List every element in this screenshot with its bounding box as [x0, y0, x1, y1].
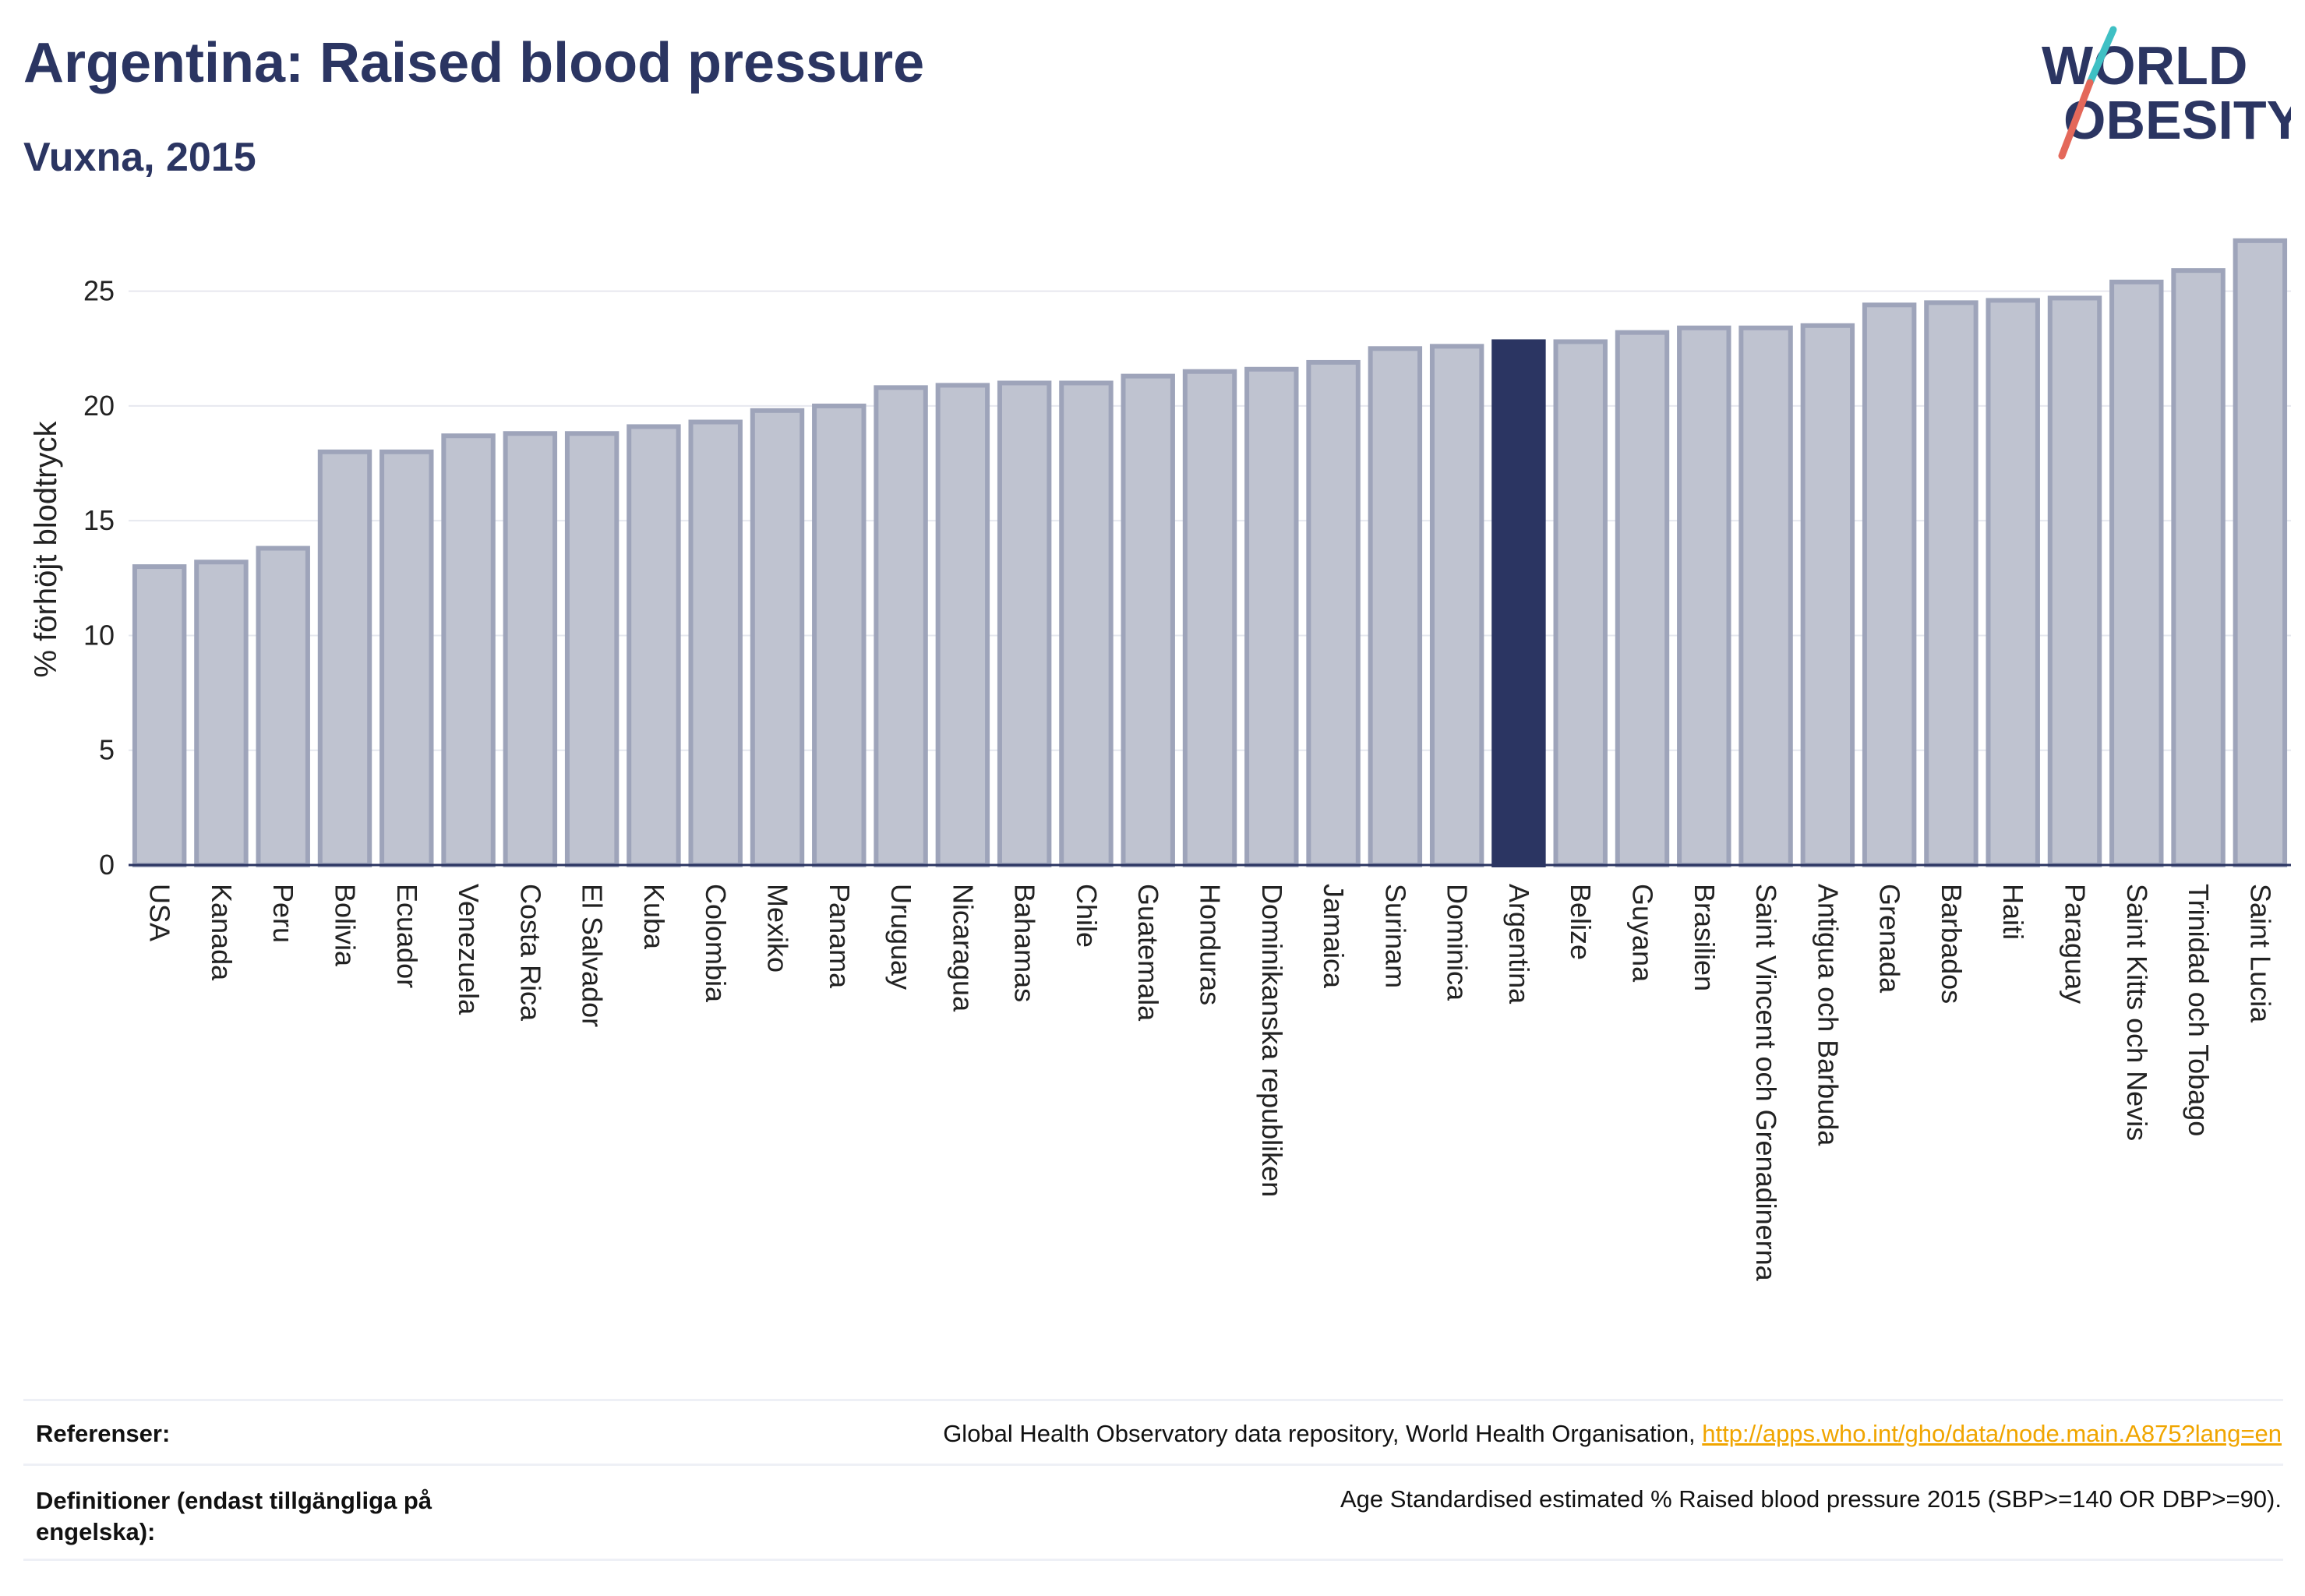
bar-kanada [194, 560, 249, 867]
x-tick-label: Kuba [638, 884, 670, 950]
page-title: Argentina: Raised blood pressure [23, 32, 925, 94]
footer-divider-middle [23, 1464, 2283, 1466]
bar-argentina [1491, 339, 1546, 868]
bar-saint-lucia [2233, 238, 2288, 867]
bars [132, 238, 2288, 868]
definitions-label: Definitioner (endast tillgängliga på eng… [36, 1487, 432, 1545]
x-tick-label: Guyana [1627, 884, 1659, 983]
bar-jamaica [1306, 359, 1361, 868]
y-tick-label: 25 [83, 275, 115, 307]
bar-venezuela [441, 433, 496, 867]
x-tick-label: Dominica [1442, 884, 1474, 1001]
x-tick-label: Colombia [700, 884, 732, 1003]
y-tick-label: 20 [83, 390, 115, 422]
references-text: Global Health Observatory data repositor… [943, 1420, 2282, 1448]
logo-line-2: OBESITY [2063, 90, 2291, 150]
bar-panama [812, 403, 867, 867]
references-link[interactable]: http://apps.who.int/gho/data/node.main.A… [1702, 1420, 2282, 1447]
y-tick-label: 10 [83, 619, 115, 651]
y-tick-label: 0 [99, 849, 115, 881]
x-tick-label: Uruguay [885, 884, 917, 990]
x-tick-label: Chile [1071, 884, 1103, 948]
bar-trinidad-och-tobago [2171, 268, 2226, 867]
x-tick-label: Bahamas [1009, 884, 1041, 1002]
bar-chart: 0 5 10 15 20 25 USA Kanada Peru Bolivia Ecuador Ve… [29, 238, 2291, 1282]
x-tick-label: Peru [267, 884, 299, 943]
bar-colombia [688, 419, 743, 867]
bar-belize [1553, 339, 1608, 868]
bar-honduras [1182, 369, 1237, 867]
bar-grenada [1862, 302, 1917, 867]
x-tick-label: Saint Vincent och Grenadinerna [1750, 884, 1782, 1282]
bar-haiti [1986, 298, 2040, 868]
bar-paraguay [2047, 295, 2102, 867]
x-tick-label: Belize [1565, 884, 1597, 960]
logo-line-1: WORLD [2042, 35, 2247, 96]
x-tick-label: Nicaragua [947, 884, 979, 1012]
x-tick-label: Haiti [1997, 884, 2029, 940]
x-tick-label: Saint Kitts och Nevis [2121, 884, 2153, 1141]
bar-guatemala [1121, 373, 1175, 868]
bar-uruguay [874, 385, 928, 867]
x-tick-label: Argentina [1503, 884, 1535, 1005]
bar-usa [132, 564, 187, 867]
x-tick-label: Dominikanska republiken [1256, 884, 1288, 1197]
bar-mexiko [750, 408, 805, 867]
bar-costa-rica [503, 431, 558, 867]
bar-surinam [1368, 346, 1423, 868]
bar-guyana [1615, 330, 1670, 867]
x-tick-label: Barbados [1936, 884, 1968, 1004]
bar-peru [256, 546, 310, 867]
x-tick-label: Costa Rica [514, 884, 546, 1022]
logo-slash-coral [2058, 79, 2094, 160]
x-tick-label: Panama [824, 884, 856, 989]
bar-dominica [1429, 344, 1484, 867]
x-tick-label: Honduras [1195, 884, 1227, 1005]
x-tick-label: Venezuela [453, 884, 485, 1015]
x-tick-label: USA [144, 884, 176, 941]
references-source: Global Health Observatory data repositor… [943, 1420, 1703, 1447]
bar-brasilien [1677, 325, 1731, 868]
references-label: Referenser: [36, 1420, 171, 1447]
x-tick-label: Antigua och Barbuda [1812, 884, 1844, 1146]
bar-antigua-och-barbuda [1800, 323, 1855, 867]
bar-dominikanska-republiken [1244, 366, 1299, 868]
x-tick-label: El Salvador [577, 884, 609, 1027]
y-tick-label: 5 [99, 734, 115, 766]
x-tick-label: Jamaica [1318, 884, 1350, 989]
bar-bolivia [317, 449, 372, 867]
x-tick-label: Grenada [1874, 884, 1906, 994]
y-tick-labels: 0 5 10 15 20 25 [83, 275, 115, 881]
x-tick-label: Bolivia [330, 884, 362, 967]
x-tick-label: Ecuador [391, 884, 423, 988]
bar-saint-kitts-och-nevis [2109, 279, 2164, 867]
bar-bahamas [997, 380, 1052, 868]
page-subtitle: Vuxna, 2015 [23, 135, 256, 180]
x-tick-label: Kanada [206, 884, 238, 981]
world-obesity-logo: WORLD OBESITY [2042, 26, 2291, 160]
y-axis-label: % förhöjt blodtryck [29, 420, 63, 677]
logo-slash-teal [2086, 26, 2117, 87]
x-tick-labels: USA Kanada Peru Bolivia Ecuador Venezuela Cost… [144, 884, 2277, 1282]
footer-divider-bottom [23, 1559, 2283, 1561]
bar-saint-vincent-och-grenadinerna [1738, 325, 1793, 868]
footer-divider-top [23, 1399, 2283, 1401]
bar-ecuador [379, 449, 434, 867]
x-tick-label: Paraguay [2060, 884, 2091, 1004]
bar-kuba [627, 424, 681, 867]
x-tick-label: Brasilien [1689, 884, 1721, 991]
y-tick-label: 15 [83, 504, 115, 536]
x-tick-label: Surinam [1379, 884, 1411, 988]
definitions-text: Age Standardised estimated % Raised bloo… [1340, 1485, 2282, 1513]
x-tick-label: Trinidad och Tobago [2183, 884, 2215, 1136]
bar-chile [1059, 380, 1114, 868]
x-tick-label: Guatemala [1132, 884, 1164, 1022]
bar-el-salvador [564, 431, 619, 867]
x-tick-label: Saint Lucia [2244, 884, 2276, 1023]
bar-barbados [1924, 300, 1978, 867]
bar-nicaragua [935, 383, 990, 867]
x-tick-label: Mexiko [762, 884, 794, 973]
